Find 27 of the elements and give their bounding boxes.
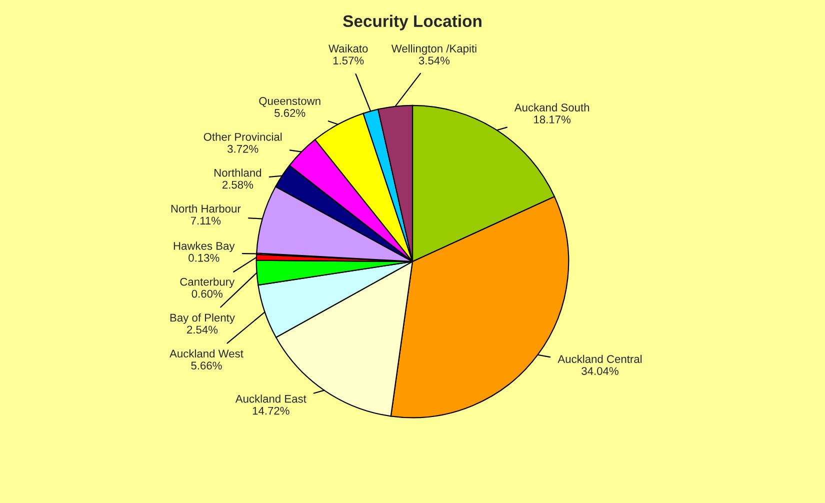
slice-label: Waikato <box>328 44 368 52</box>
data-label: 2.58% <box>222 180 254 189</box>
data-label: 5.62% <box>274 109 306 117</box>
data-label: 0.13% <box>188 254 220 262</box>
slice-label: Wellington /Kapiti <box>391 44 476 55</box>
data-label: 0.60% <box>192 290 222 298</box>
slice-label: Auckland Central <box>558 354 642 364</box>
data-label: 2.54% <box>187 326 218 334</box>
slice-label: Auckand South <box>514 103 590 112</box>
chart-title: Security Location <box>343 14 482 30</box>
data-label: 7.11% <box>190 216 221 225</box>
slice-label: Auckland West <box>170 349 244 358</box>
slice-label: Canterbury <box>180 278 235 288</box>
data-label: 1.57% <box>333 56 364 64</box>
slice-label: Hawkes Bay <box>174 242 235 252</box>
data-label: 5.66% <box>191 362 222 370</box>
slice-label: Auckland East <box>235 394 306 403</box>
slice-label: Other Provincial <box>204 132 282 141</box>
data-label: 3.54% <box>418 56 450 64</box>
slice-label: Northland <box>214 168 262 177</box>
data-label: 14.72% <box>252 406 290 415</box>
slice-label: Queenstown <box>259 97 320 107</box>
data-label: 3.72% <box>228 144 258 153</box>
data-label: 18.17% <box>534 116 571 124</box>
slice-label: North Harbour <box>171 204 241 213</box>
slice-label: Bay of Plenty <box>170 313 235 324</box>
data-label: 34.04% <box>582 367 618 375</box>
